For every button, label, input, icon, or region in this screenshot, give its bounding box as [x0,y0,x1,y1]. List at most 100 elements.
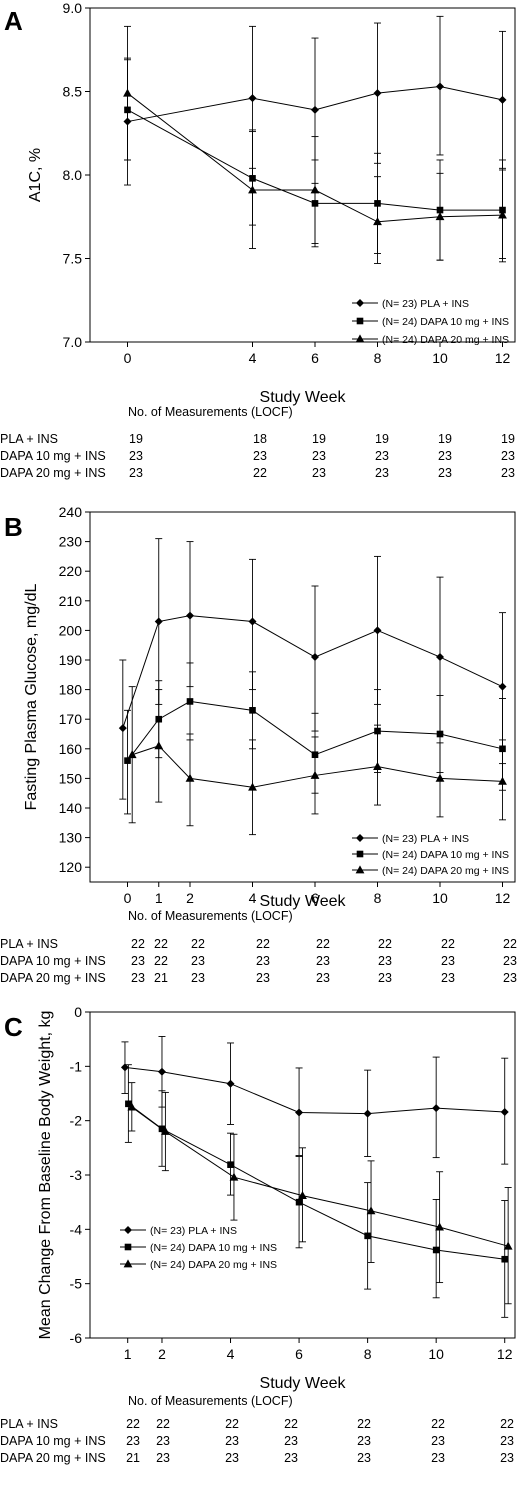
measurement-count: 23 [503,954,517,968]
measurement-count: 23 [431,1434,445,1448]
measurement-count: 22 [441,937,455,951]
legend: (N= 23) PLA + INS (N= 24) DAPA 10 mg + IN… [352,833,509,877]
measurement-row-label: DAPA 10 mg + INS [0,449,106,463]
series-line [132,745,503,788]
data-point [154,617,163,626]
panel-letter: C [4,1012,23,1042]
data-point [161,1126,170,1135]
measurement-count: 22 [256,937,270,951]
data-point [295,1198,303,1206]
panel-B: B120130140150160170180190200210220230240… [0,504,517,985]
y-tick-label: 170 [59,711,83,727]
measurement-count: 23 [126,1434,140,1448]
x-tick-label: 10 [432,350,448,366]
data-point [248,94,257,103]
x-tick-label: 6 [295,1346,303,1362]
data-point [436,82,444,91]
measurement-count: 23 [316,954,330,968]
data-point [157,1067,166,1076]
data-point [123,88,132,97]
measurement-count: 22 [500,1417,514,1431]
data-point [248,617,257,626]
measurement-count: 22 [431,1417,445,1431]
data-point [248,185,257,194]
measurement-row-label: PLA + INS [0,432,58,446]
legend-entry: (N= 24) DAPA 10 mg + INS [382,316,509,328]
measurement-count: 23 [431,1451,445,1465]
legend-marker [123,1259,133,1268]
legend-entry: (N= 23) PLA + INS [150,1225,237,1237]
x-tick-label: 4 [249,890,257,906]
measurement-count: 23 [378,971,392,985]
measurements-table: No. of Measurements (LOCF) PLA + INS 19 18 1… [0,405,515,480]
series-triangle [127,686,507,836]
panel-letter: A [4,6,23,36]
series-triangle [123,25,507,264]
y-tick-label: 9.0 [63,0,83,16]
data-point [435,773,445,782]
measurement-count: 23 [256,971,270,985]
data-point [310,770,320,779]
measurement-count: 23 [438,449,452,463]
y-tick-label: 7.0 [63,334,83,350]
series-line [122,615,503,729]
y-tick-label: 0 [74,1004,82,1020]
data-point [311,653,319,662]
legend-marker [124,1243,132,1251]
data-point [498,776,507,785]
measurement-count: 23 [503,971,517,985]
measurement-count: 22 [503,937,517,951]
x-axis-label: Study Week [260,389,347,406]
y-tick-label: 120 [59,859,83,875]
y-tick-label: 130 [59,830,83,846]
data-point [248,782,257,791]
series-line [127,700,503,761]
y-tick-label: 240 [59,504,83,520]
measurement-count: 23 [500,1434,514,1448]
y-tick-label: 230 [59,534,83,550]
legend-marker [356,850,364,858]
y-tick-label: 160 [59,741,83,757]
y-tick-label: -4 [70,1221,83,1237]
measurement-count: 23 [357,1434,371,1448]
data-point [501,1255,509,1263]
data-point [227,1161,234,1168]
y-axis-label: A1C, % [27,148,44,202]
measurement-count: 22 [154,937,168,951]
data-point [185,773,195,782]
measurement-count: 22 [131,937,145,951]
y-tick-label: 200 [59,622,83,638]
measurement-count: 22 [156,1417,170,1431]
legend-entry: (N= 24) DAPA 20 mg + INS [382,865,509,877]
measurements-table: No. of Measurements (LOCF) PLA + INS 22 22 2… [0,909,517,985]
measurement-row-label: DAPA 10 mg + INS [0,1434,106,1448]
legend-marker [124,1226,132,1234]
measurement-count: 21 [154,971,168,985]
data-point [432,1246,440,1254]
data-point [436,653,444,662]
measurement-count: 23 [191,971,205,985]
data-point [503,1241,513,1250]
measurement-count: 23 [253,449,267,463]
x-tick-label: 10 [432,890,448,906]
data-point [432,1104,441,1113]
measurement-row-label: DAPA 10 mg + INS [0,954,106,968]
data-point [366,1206,376,1215]
y-tick-label: 180 [59,682,83,698]
measurement-row-label: PLA + INS [0,1417,58,1431]
x-tick-label: 12 [497,1346,513,1362]
x-tick-label: 2 [158,1346,166,1362]
measurement-count: 22 [284,1417,298,1431]
legend-entry: (N= 23) PLA + INS [382,833,469,845]
x-tick-label: 8 [374,350,382,366]
data-point [373,761,382,770]
y-tick-label: 140 [59,800,83,816]
legend-entry: (N= 24) DAPA 10 mg + INS [382,849,509,861]
series-diamond [118,538,507,800]
measurement-count: 19 [438,432,452,446]
y-tick-label: 150 [59,770,83,786]
series-line [127,109,503,211]
measurement-count: 23 [500,1451,514,1465]
measurement-count: 22 [225,1417,239,1431]
